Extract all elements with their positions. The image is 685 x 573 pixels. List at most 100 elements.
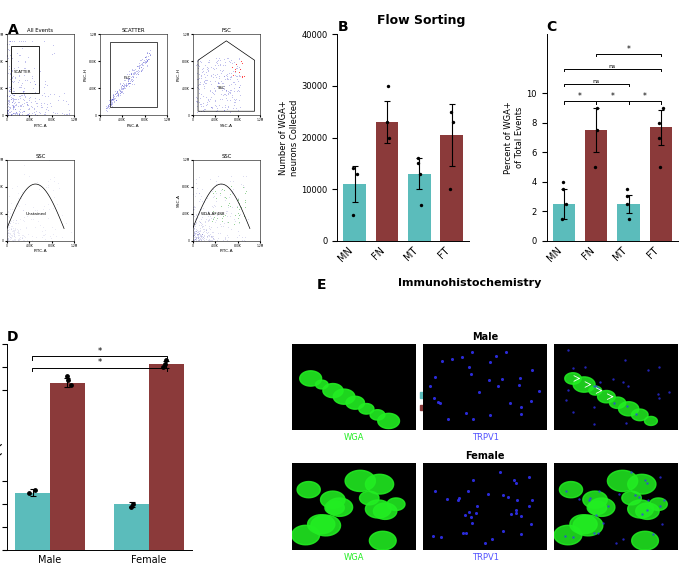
Point [200,220,211,229]
Text: *: * [97,358,101,367]
Point [53,179,64,188]
Title: All Events: All Events [27,28,53,33]
Point [195,231,206,240]
Point [23,52,34,61]
Point [189,234,200,244]
Point [202,66,213,76]
Point [8,91,19,100]
Point [208,235,219,244]
Point [27,209,38,218]
Point [43,155,54,164]
Text: *: * [578,92,582,100]
Point [191,61,202,70]
Point [497,375,508,384]
Point [140,57,151,66]
Point [2,218,13,227]
Point [5,218,16,227]
Point [188,204,199,213]
Point [500,347,511,356]
Point [221,104,232,113]
Point [210,72,221,81]
Point [13,50,24,60]
Point [12,77,23,87]
Point [211,223,222,232]
Point [5,63,16,72]
Point [203,230,214,240]
Point [104,97,115,107]
Point [197,224,208,233]
Point [138,63,149,72]
Point [12,48,23,57]
Polygon shape [365,500,391,518]
Point [27,235,38,244]
X-axis label: WGA: WGA [344,433,364,442]
Point [144,50,155,59]
Point [130,65,141,74]
Point [36,100,47,109]
Point [118,85,129,94]
Point [196,101,207,111]
Point [18,70,29,80]
Point [23,95,34,104]
Point [232,194,243,203]
Point [133,69,144,79]
Point [18,87,29,96]
Point [8,215,18,224]
Point [108,92,119,101]
Point [208,84,219,93]
Point [5,108,16,117]
Point [39,109,50,119]
Point [622,192,633,201]
Point [57,96,68,105]
Point [42,99,53,108]
Point [6,97,17,106]
Point [188,222,199,231]
Point [202,65,213,74]
Polygon shape [645,417,658,426]
Point [188,202,199,211]
Point [32,101,42,111]
Polygon shape [311,515,340,536]
Point [50,225,61,234]
Point [125,72,136,81]
Point [188,230,199,240]
Point [124,74,135,83]
Point [642,478,653,488]
Point [121,81,132,90]
Point [211,57,222,66]
Point [188,221,199,230]
Point [479,538,490,547]
Point [199,72,210,81]
Point [211,176,222,186]
Point [12,234,23,244]
Polygon shape [360,491,379,505]
Point [466,519,477,528]
Point [207,103,218,112]
Point [228,77,239,86]
Point [222,95,233,104]
Point [608,375,619,384]
Point [209,209,220,218]
Point [468,414,479,423]
Point [190,217,201,226]
Point [127,76,138,85]
Point [190,221,201,230]
Point [208,235,219,244]
Point [5,225,16,234]
Point [195,217,206,226]
Point [9,102,20,111]
Point [49,89,60,98]
Point [191,234,202,243]
Point [3,221,14,230]
Point [8,231,19,241]
Point [11,107,22,116]
Point [198,226,209,236]
Point [128,66,139,75]
Point [194,234,205,244]
Point [127,66,138,75]
Point [197,213,208,222]
Point [35,108,46,117]
Point [54,183,65,192]
Point [11,99,22,108]
Point [20,111,31,120]
